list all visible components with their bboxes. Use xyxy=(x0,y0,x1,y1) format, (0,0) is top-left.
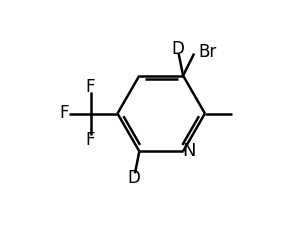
Text: Br: Br xyxy=(198,43,216,61)
Text: F: F xyxy=(86,131,95,149)
Text: F: F xyxy=(86,78,95,96)
Text: F: F xyxy=(59,104,69,123)
Text: D: D xyxy=(128,169,140,187)
Text: D: D xyxy=(171,40,184,58)
Text: N: N xyxy=(182,142,195,160)
